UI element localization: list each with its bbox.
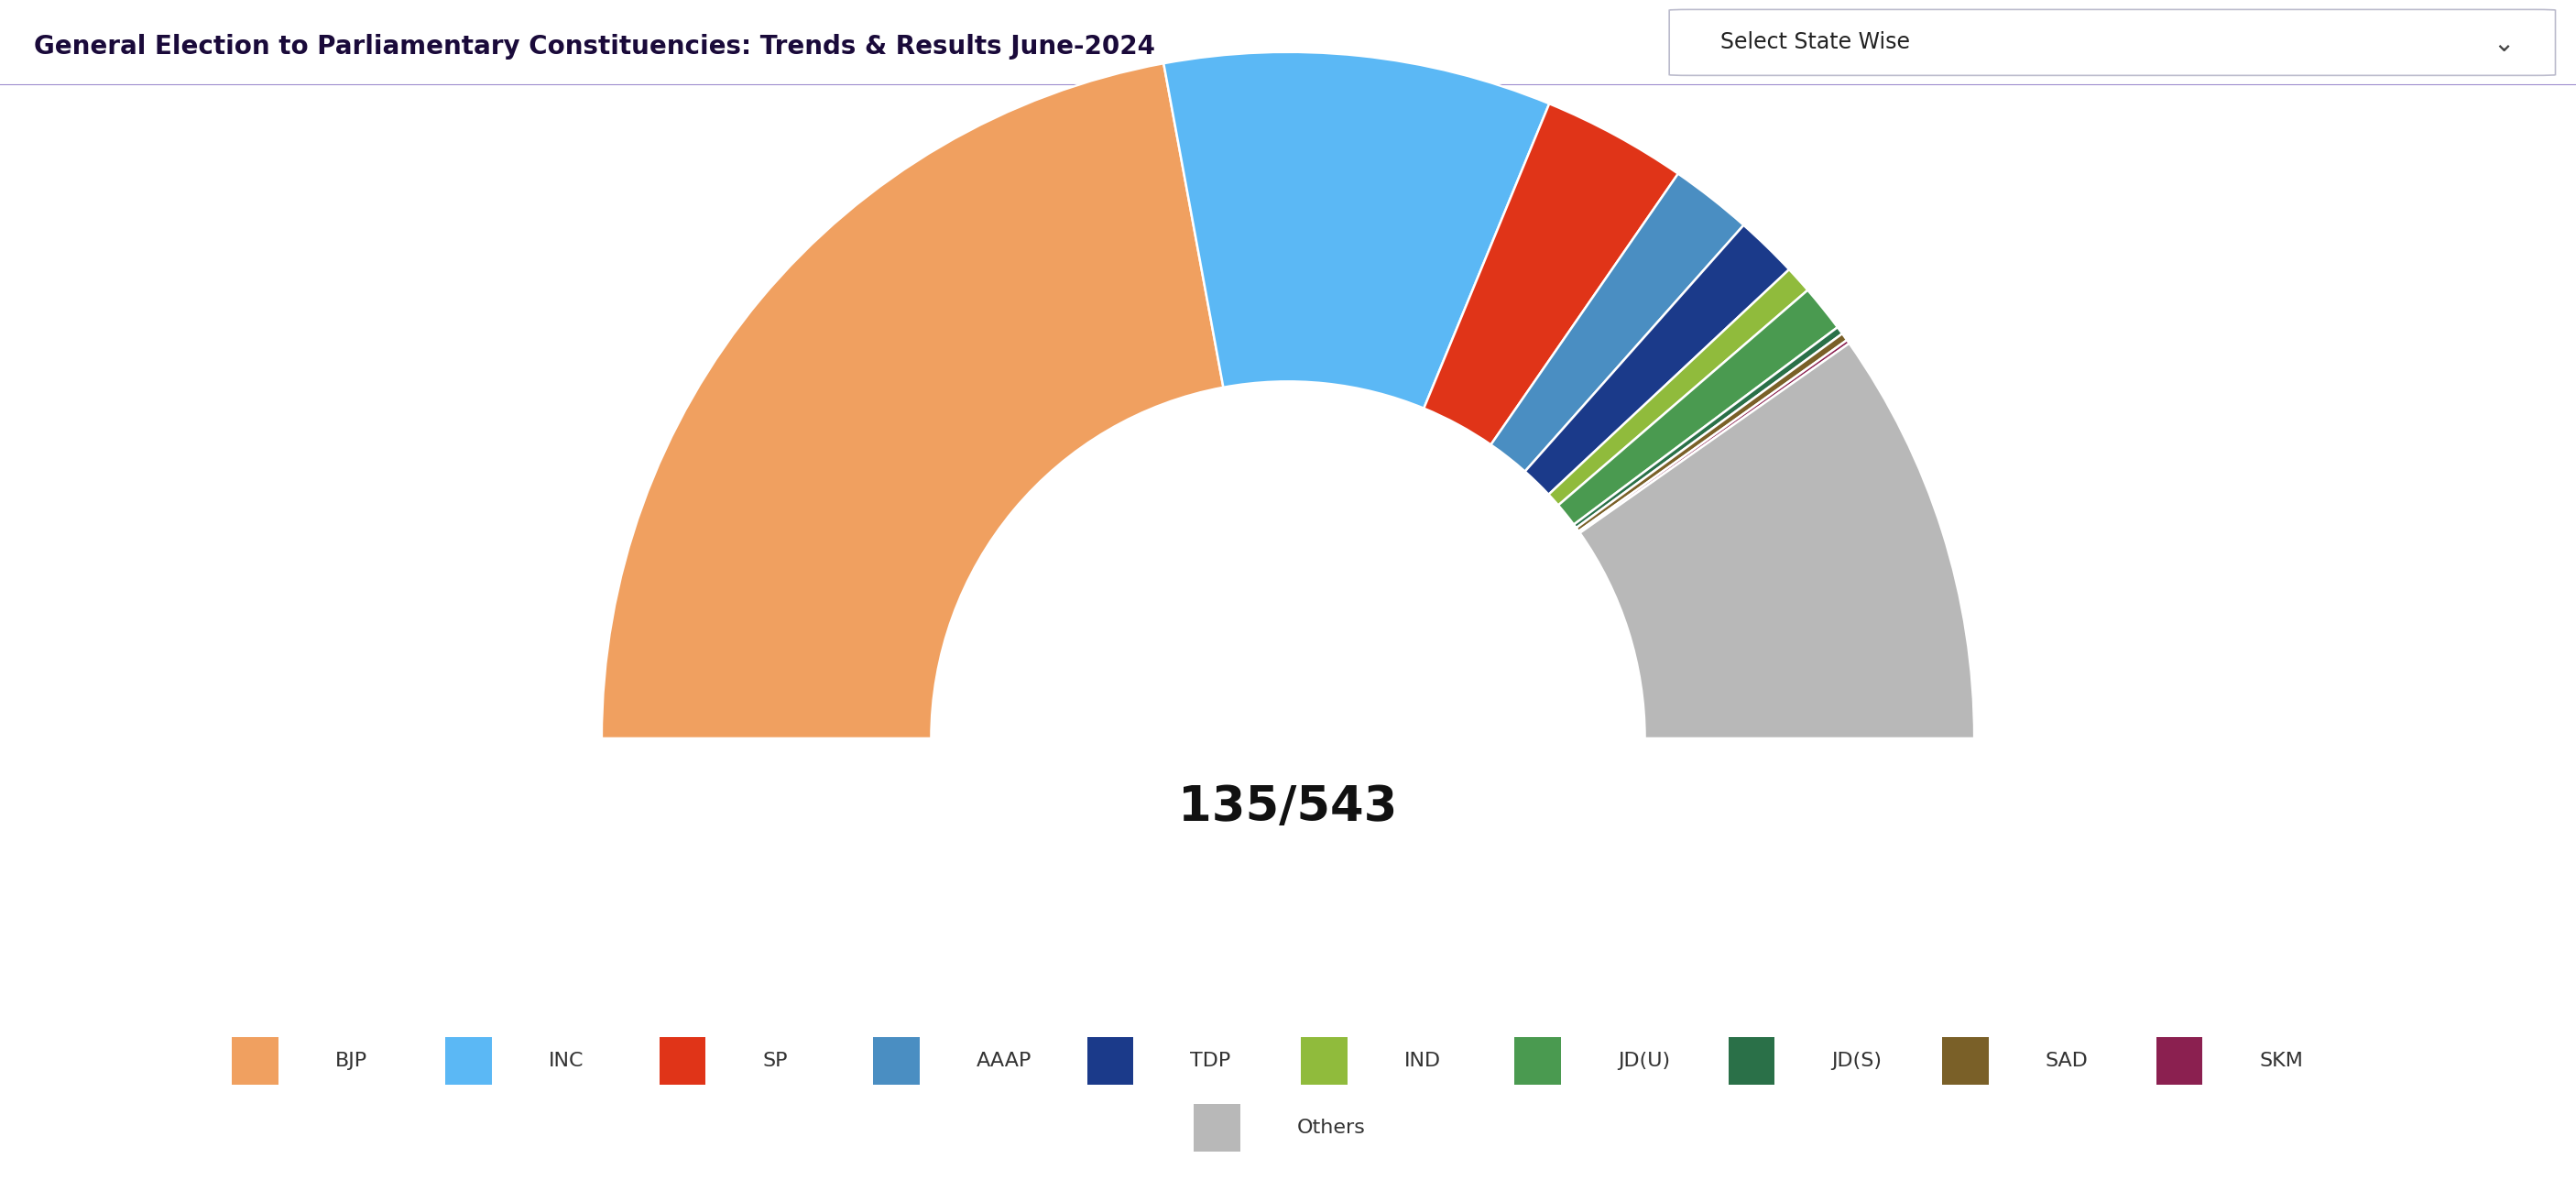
Bar (1087, 1036, 1133, 1084)
Text: TDP: TDP (1190, 1051, 1231, 1070)
Bar (2156, 1036, 2202, 1084)
Text: Select State Wise: Select State Wise (1721, 32, 1911, 53)
Wedge shape (603, 64, 1224, 739)
Text: BJP: BJP (335, 1051, 366, 1070)
Text: SAD: SAD (2045, 1051, 2089, 1070)
Text: General Election to Parliamentary Constituencies: Trends & Results June-2024: General Election to Parliamentary Consti… (33, 34, 1154, 59)
Text: JD(S): JD(S) (1832, 1051, 1883, 1070)
Bar (232, 1036, 278, 1084)
Bar (1942, 1036, 1989, 1084)
Text: JD(U): JD(U) (1618, 1051, 1669, 1070)
Text: AAAP: AAAP (976, 1051, 1030, 1070)
Bar (659, 1036, 706, 1084)
Wedge shape (1492, 173, 1744, 472)
Wedge shape (1574, 327, 1842, 527)
Text: Others: Others (1298, 1119, 1365, 1136)
Bar (1515, 1036, 1561, 1084)
Wedge shape (1579, 343, 1973, 739)
Wedge shape (1579, 340, 1850, 533)
Text: INC: INC (549, 1051, 585, 1070)
Wedge shape (1577, 334, 1847, 531)
Wedge shape (1558, 290, 1837, 525)
FancyBboxPatch shape (1669, 9, 2555, 76)
Wedge shape (1548, 269, 1808, 505)
Text: SP: SP (762, 1051, 788, 1070)
Bar (1728, 1036, 1775, 1084)
Bar (1301, 1036, 1347, 1084)
Text: 135/543: 135/543 (1177, 784, 1399, 831)
Text: IND: IND (1404, 1051, 1440, 1070)
Text: ⌄: ⌄ (2494, 32, 2514, 57)
Bar (1195, 1103, 1242, 1152)
Bar (446, 1036, 492, 1084)
Text: SKM: SKM (2259, 1051, 2303, 1070)
Wedge shape (1164, 52, 1548, 408)
Wedge shape (1425, 104, 1677, 445)
Bar (873, 1036, 920, 1084)
Wedge shape (1525, 225, 1790, 494)
